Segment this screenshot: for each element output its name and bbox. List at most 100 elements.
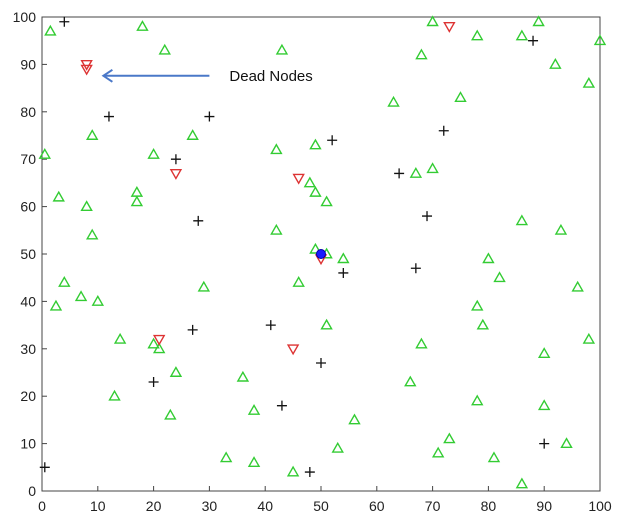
alive-node-marker (247, 404, 261, 415)
y-tick-label: 40 (20, 293, 36, 309)
y-tick-label: 70 (20, 151, 36, 167)
alive-node-marker (348, 413, 361, 425)
alive-node-marker (454, 91, 467, 103)
y-tick-label: 60 (20, 199, 36, 215)
alive-node-marker (482, 252, 495, 264)
cluster-head-marker (170, 154, 181, 165)
alive-node-marker (136, 20, 149, 31)
alive-node-marker (560, 437, 573, 449)
alive-node-marker (476, 318, 490, 330)
cluster-head-marker (422, 211, 433, 222)
alive-node-marker (593, 34, 607, 46)
alive-node-marker (309, 242, 322, 254)
alive-node-marker (471, 299, 484, 311)
y-tick-label: 80 (20, 104, 36, 120)
alive-node-marker (38, 148, 51, 159)
cluster-head-marker (59, 16, 70, 27)
alive-node-marker (219, 451, 233, 463)
alive-node-marker (515, 214, 529, 226)
alive-node-marker (80, 200, 93, 212)
cluster-head-marker (394, 168, 405, 179)
cluster-head-marker (438, 125, 449, 136)
alive-node-marker (152, 342, 166, 354)
alive-node-marker (493, 271, 506, 283)
dead-node-marker (292, 173, 305, 185)
alive-node-marker (270, 223, 283, 235)
x-tick-label: 20 (146, 498, 162, 514)
cluster-head-marker (539, 438, 550, 449)
alive-node-marker (309, 138, 322, 150)
alive-node-marker (415, 48, 428, 60)
alive-node-marker (74, 290, 88, 302)
alive-node-marker (404, 375, 417, 387)
alive-node-marker (515, 477, 529, 489)
alive-node-marker (158, 43, 171, 55)
chart-markers (38, 15, 607, 489)
cluster-head-marker (528, 35, 539, 46)
alive-node-marker (471, 29, 484, 41)
alive-node-marker (275, 43, 289, 55)
alive-node-marker (147, 148, 160, 159)
dead-nodes-annotation: Dead Nodes (101, 68, 313, 85)
alive-node-marker (409, 167, 423, 178)
y-tick-label: 50 (20, 246, 36, 262)
x-tick-label: 90 (536, 498, 552, 514)
alive-node-marker (292, 276, 305, 287)
cluster-head-marker (327, 135, 338, 146)
axis-ticks: 0 10 20 30 40 50 60 70 80 90 100 0 10 20 30 40 50 60 70 80 9… (13, 9, 612, 514)
dead-node-marker (443, 22, 456, 33)
cluster-head-marker (265, 320, 276, 331)
alive-node-marker (236, 370, 250, 382)
alive-node-marker (337, 252, 350, 264)
x-tick-label: 0 (38, 498, 46, 514)
y-tick-label: 100 (13, 9, 37, 25)
x-tick-label: 100 (588, 498, 612, 514)
dead-node-marker (152, 334, 166, 346)
dead-node-marker (80, 64, 93, 76)
alive-node-marker (532, 15, 545, 27)
cluster-head-marker (187, 324, 198, 335)
x-tick-label: 10 (90, 498, 106, 514)
cluster-head-marker (338, 267, 349, 278)
alive-node-marker (320, 318, 333, 330)
x-tick-label: 50 (313, 498, 329, 514)
alive-node-marker (331, 441, 344, 453)
x-tick-label: 30 (202, 498, 218, 514)
y-tick-label: 20 (20, 388, 36, 404)
alive-node-marker (147, 337, 160, 349)
alive-node-marker (130, 195, 144, 207)
alive-node-marker (52, 190, 65, 202)
alive-node-marker (86, 129, 99, 140)
alive-node-marker (549, 57, 562, 69)
alive-node-marker (431, 446, 445, 458)
alive-node-marker (582, 76, 596, 88)
cluster-head-marker (304, 467, 315, 478)
cluster-head-marker (39, 462, 50, 473)
alive-node-marker (387, 95, 400, 107)
alive-node-marker (554, 223, 568, 235)
alive-node-marker (164, 408, 177, 420)
alive-node-marker (426, 162, 439, 174)
alive-node-marker (58, 276, 71, 287)
base-station-marker (316, 249, 326, 259)
alive-node-marker (571, 280, 584, 292)
alive-node-marker (286, 465, 300, 477)
alive-node-marker (537, 347, 551, 358)
x-tick-label: 60 (369, 498, 385, 514)
alive-node-marker (415, 337, 428, 349)
cluster-head-marker (148, 376, 159, 387)
alive-node-marker (197, 280, 211, 292)
dead-node-marker (286, 344, 300, 356)
alive-node-marker (303, 176, 317, 188)
alive-node-marker (487, 451, 501, 463)
dead-node-marker (169, 168, 183, 180)
x-tick-label: 80 (481, 498, 497, 514)
alive-node-marker (247, 456, 261, 468)
alive-node-marker (86, 228, 99, 240)
alive-node-marker (186, 129, 199, 140)
dead-nodes-label: Dead Nodes (229, 68, 312, 85)
alive-node-marker (320, 195, 333, 207)
alive-node-marker (515, 29, 529, 41)
alive-node-marker (443, 432, 456, 444)
cluster-head-marker (204, 111, 215, 122)
